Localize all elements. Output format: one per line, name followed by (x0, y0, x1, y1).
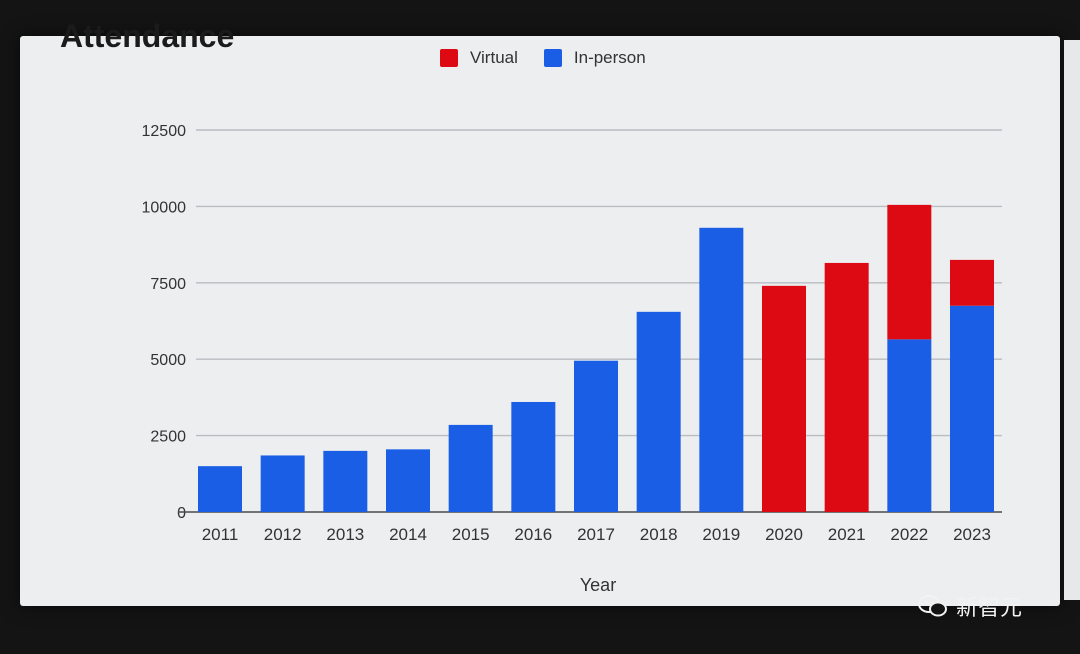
legend-label-in-person: In-person (573, 48, 646, 67)
bar-in-person-2017 (574, 360, 618, 512)
x-tick-label: 2020 (765, 525, 803, 544)
x-tick-label: 2019 (702, 525, 740, 544)
bar-in-person-2011 (198, 466, 242, 512)
bar-virtual-2023 (950, 259, 994, 306)
y-tick-label: 10000 (142, 199, 187, 216)
x-tick-label: 2013 (326, 525, 364, 544)
bar-in-person-2019 (699, 227, 744, 513)
x-tick-label: 2014 (389, 525, 427, 544)
x-axis-label: Year (580, 575, 616, 595)
x-tick-label: 2015 (452, 525, 490, 544)
y-tick-label: 2500 (150, 429, 186, 446)
legend-item-virtual: Virtual (440, 48, 518, 68)
bar-virtual-2022 (887, 204, 932, 340)
bar-in-person-2012 (260, 455, 305, 512)
y-tick-label: 7500 (150, 276, 186, 293)
legend-swatch-in-person (543, 49, 562, 67)
bar-in-person-2014 (386, 449, 430, 512)
bar-in-person-2016 (511, 401, 556, 512)
x-tick-label: 2016 (514, 525, 552, 544)
x-tick-label: 2022 (890, 525, 928, 544)
bar-in-person-2018 (636, 311, 681, 512)
y-tick-label: 5000 (150, 352, 186, 369)
chart-legend: Virtual In-person (440, 48, 672, 68)
next-slide-edge (1064, 40, 1080, 600)
bar-in-person-2023 (950, 305, 994, 512)
y-tick-label: 0 (177, 505, 186, 522)
watermark: 新智元 (918, 590, 1022, 622)
bar-virtual-2020 (762, 285, 806, 512)
legend-item-in-person: In-person (543, 48, 646, 68)
bar-virtual-2021 (824, 262, 869, 512)
wechat-icon (918, 595, 947, 617)
bar-in-person-2013 (323, 450, 368, 512)
legend-swatch-virtual (440, 49, 458, 67)
x-tick-label: 2021 (828, 525, 866, 544)
legend-label-virtual: Virtual (470, 48, 518, 67)
watermark-text: 新智元 (956, 595, 1023, 620)
x-tick-label: 2018 (640, 525, 678, 544)
x-tick-label: 2017 (577, 525, 615, 544)
chart-title: Attendance (60, 18, 235, 54)
x-tick-label: 2023 (953, 525, 991, 544)
y-tick-label: 12500 (142, 123, 187, 140)
bar-in-person-2015 (448, 424, 493, 512)
x-tick-label: 2011 (202, 525, 239, 544)
x-tick-label: 2012 (264, 525, 302, 544)
bar-in-person-2022 (887, 339, 932, 512)
